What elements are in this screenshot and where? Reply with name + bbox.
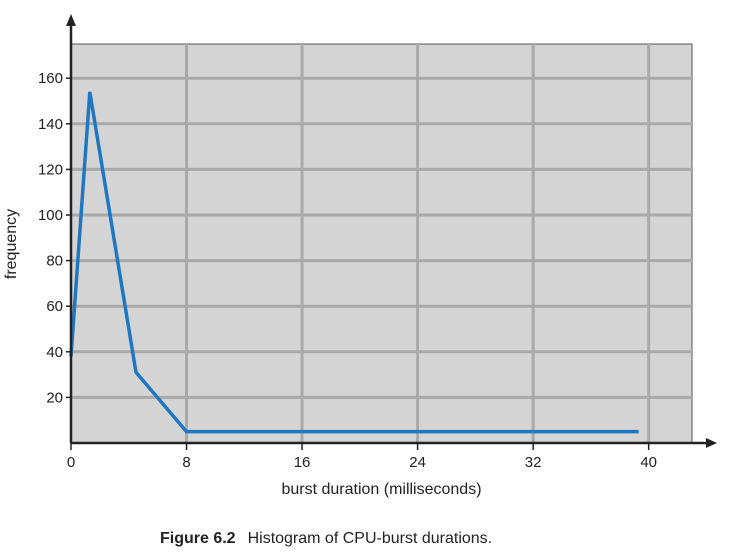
x-tick-label-16: 16 — [294, 454, 311, 471]
y-tick-label-60: 60 — [46, 298, 63, 315]
y-tick-label-140: 140 — [38, 116, 63, 133]
axes — [66, 14, 717, 448]
y-tick-label-100: 100 — [38, 207, 63, 224]
caption-label: Figure 6.2 — [160, 530, 236, 547]
figure-caption: Figure 6.2 Histogram of CPU-burst duratio… — [160, 530, 492, 548]
x-tick-label-32: 32 — [525, 454, 542, 471]
y-axis-arrow-icon — [66, 14, 76, 26]
y-tick-label-160: 160 — [38, 70, 63, 87]
x-tick-label-0: 0 — [67, 454, 75, 471]
x-tick-label-24: 24 — [409, 454, 426, 471]
y-axis-title: frequency — [3, 209, 20, 279]
tick-labels: 0 8 16 24 32 40 20 40 60 80 100 120 140 160 — [38, 70, 657, 471]
y-tick-label-40: 40 — [46, 344, 63, 361]
y-tick-label-120: 120 — [38, 161, 63, 178]
burst-histogram-chart: 0 8 16 24 32 40 20 40 60 80 100 120 140 160 burst dur… — [3, 14, 717, 498]
series-line — [69, 91, 639, 434]
plot-area — [70, 43, 693, 444]
x-tick-label-8: 8 — [182, 454, 190, 471]
grid-lines — [71, 44, 692, 443]
x-axis-arrow-icon — [706, 438, 717, 448]
y-tick-label-20: 20 — [46, 389, 63, 406]
x-axis-title: burst duration (milliseconds) — [281, 481, 481, 498]
x-tick-label-40: 40 — [640, 454, 657, 471]
y-tick-label-80: 80 — [46, 253, 63, 270]
caption-text: Histogram of CPU-burst durations. — [247, 530, 493, 547]
